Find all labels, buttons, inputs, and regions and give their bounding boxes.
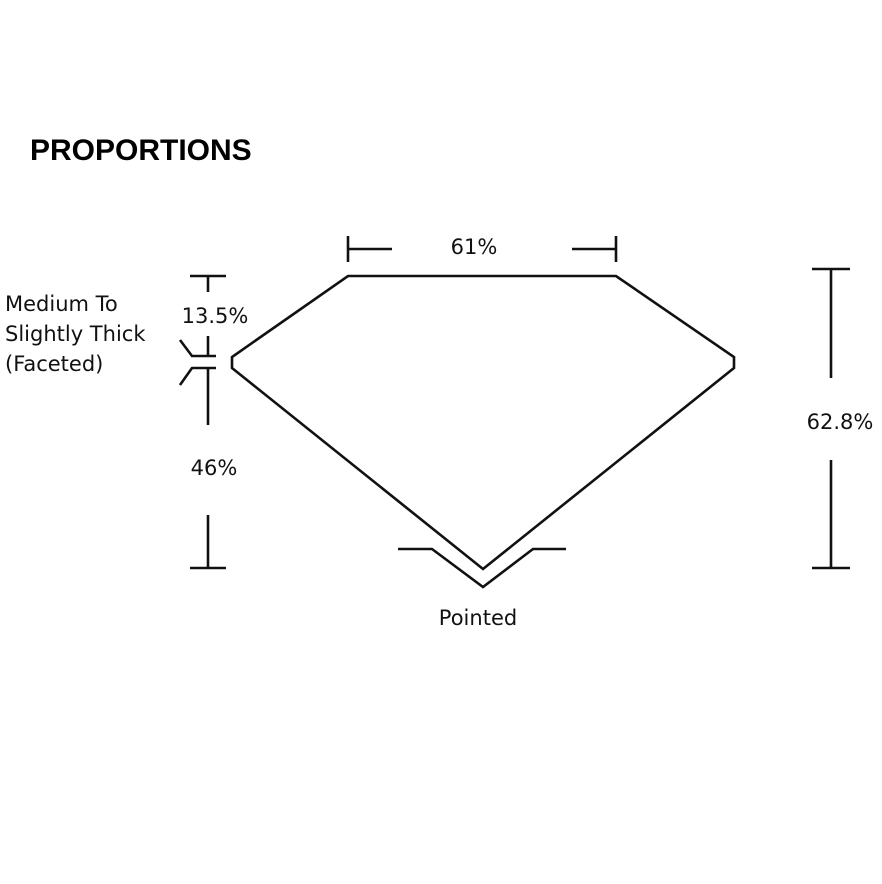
depth-label: 62.8%: [807, 410, 874, 434]
girdle-label: Medium To Slightly Thick (Faceted): [5, 292, 146, 376]
diamond-outline: [230, 274, 736, 571]
pavilion-label: 46%: [191, 456, 238, 480]
table-label: 61%: [451, 235, 498, 259]
svg-text:Slightly Thick: Slightly Thick: [5, 322, 146, 346]
svg-text:Medium To: Medium To: [5, 292, 118, 316]
svg-text:(Faceted): (Faceted): [5, 352, 103, 376]
crown-label: 13.5%: [182, 304, 249, 328]
depth-dimension: 62.8%: [807, 267, 874, 570]
culet-indicator: Pointed: [398, 547, 566, 630]
table-dimension: 61%: [346, 235, 618, 262]
crown-pavilion-dimension: 13.5% 46%: [178, 274, 249, 570]
diagram-title: PROPORTIONS: [30, 134, 252, 167]
culet-label: Pointed: [439, 606, 517, 630]
